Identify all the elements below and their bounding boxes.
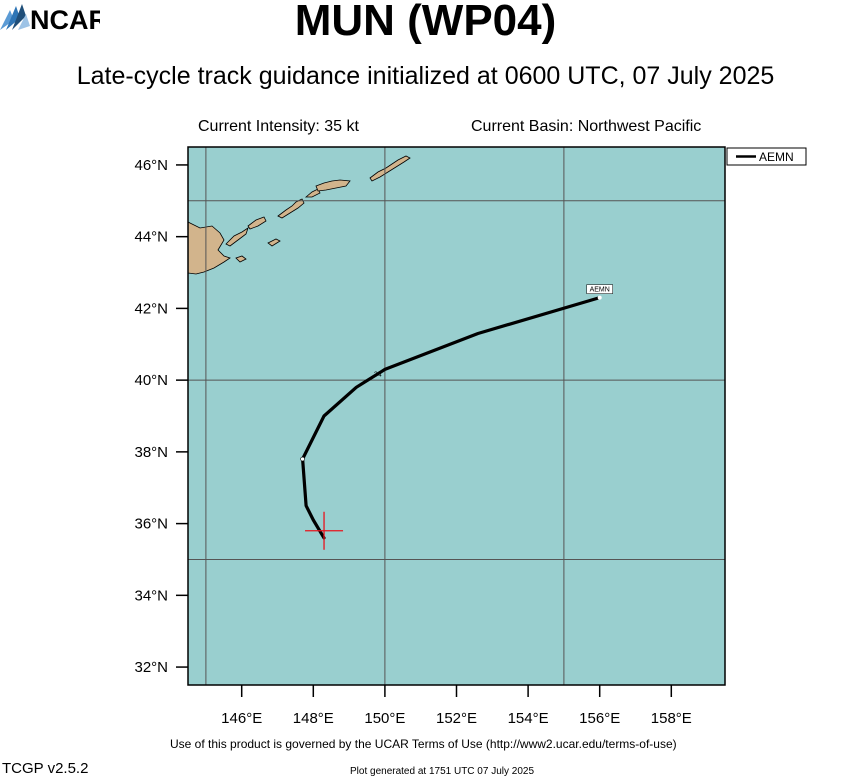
track-end-marker: [597, 295, 602, 300]
lat-tick-label: 44°N: [134, 229, 168, 246]
legend-label-aemn: AEMN: [759, 150, 794, 164]
lat-tick-label: 36°N: [134, 516, 168, 533]
map-subtitle: Late-cycle track guidance initialized at…: [76, 62, 775, 90]
current-intensity: Current Intensity: 35 kt: [198, 118, 359, 135]
current-basin: Current Basin: Northwest Pacific: [471, 118, 702, 135]
terms-of-use: Use of this product is governed by the U…: [170, 737, 677, 751]
map-title: MUN (WP04): [294, 0, 557, 45]
generated-timestamp: Plot generated at 1751 UTC 07 July 2025: [350, 766, 535, 777]
lat-tick-label: 46°N: [134, 157, 168, 174]
track-intensity-note: 34: [374, 372, 382, 379]
ncar-logo-text: NCAR: [30, 5, 100, 32]
lat-tick-label: 40°N: [134, 372, 168, 389]
track-line-aemn: [301, 296, 602, 540]
lon-tick-label: 156°E: [579, 710, 620, 727]
ncar-logo: NCAR: [0, 4, 108, 35]
lon-tick-label: 146°E: [221, 710, 262, 727]
lon-tick-label: 152°E: [436, 710, 477, 727]
land-kuril-islands: [225, 155, 411, 263]
ocean-area: [188, 147, 725, 685]
track-label-box: [586, 284, 613, 294]
axis-ticks: 146°E 148°E 150°E 152°E 154°E 156°E 158°E 32°N 3…: [134, 157, 691, 727]
gridlines: [188, 147, 725, 685]
version-label: TCGP v2.5.2: [2, 760, 89, 777]
lon-tick-label: 158°E: [651, 710, 692, 727]
lon-tick-label: 148°E: [293, 710, 334, 727]
lon-tick-label: 154°E: [508, 710, 549, 727]
track-label-aemn: AEMN: [590, 287, 610, 294]
lat-tick-label: 34°N: [134, 587, 168, 604]
lat-tick-label: 42°N: [134, 300, 168, 317]
lat-tick-label: 32°N: [134, 659, 168, 676]
lon-tick-label: 150°E: [364, 710, 405, 727]
land-hokkaido: [188, 221, 231, 275]
track-day-marker: [300, 456, 305, 462]
lat-tick-label: 38°N: [134, 444, 168, 461]
legend: AEMN: [726, 147, 807, 166]
forecast-tracks: AEMN 34: [300, 284, 613, 550]
